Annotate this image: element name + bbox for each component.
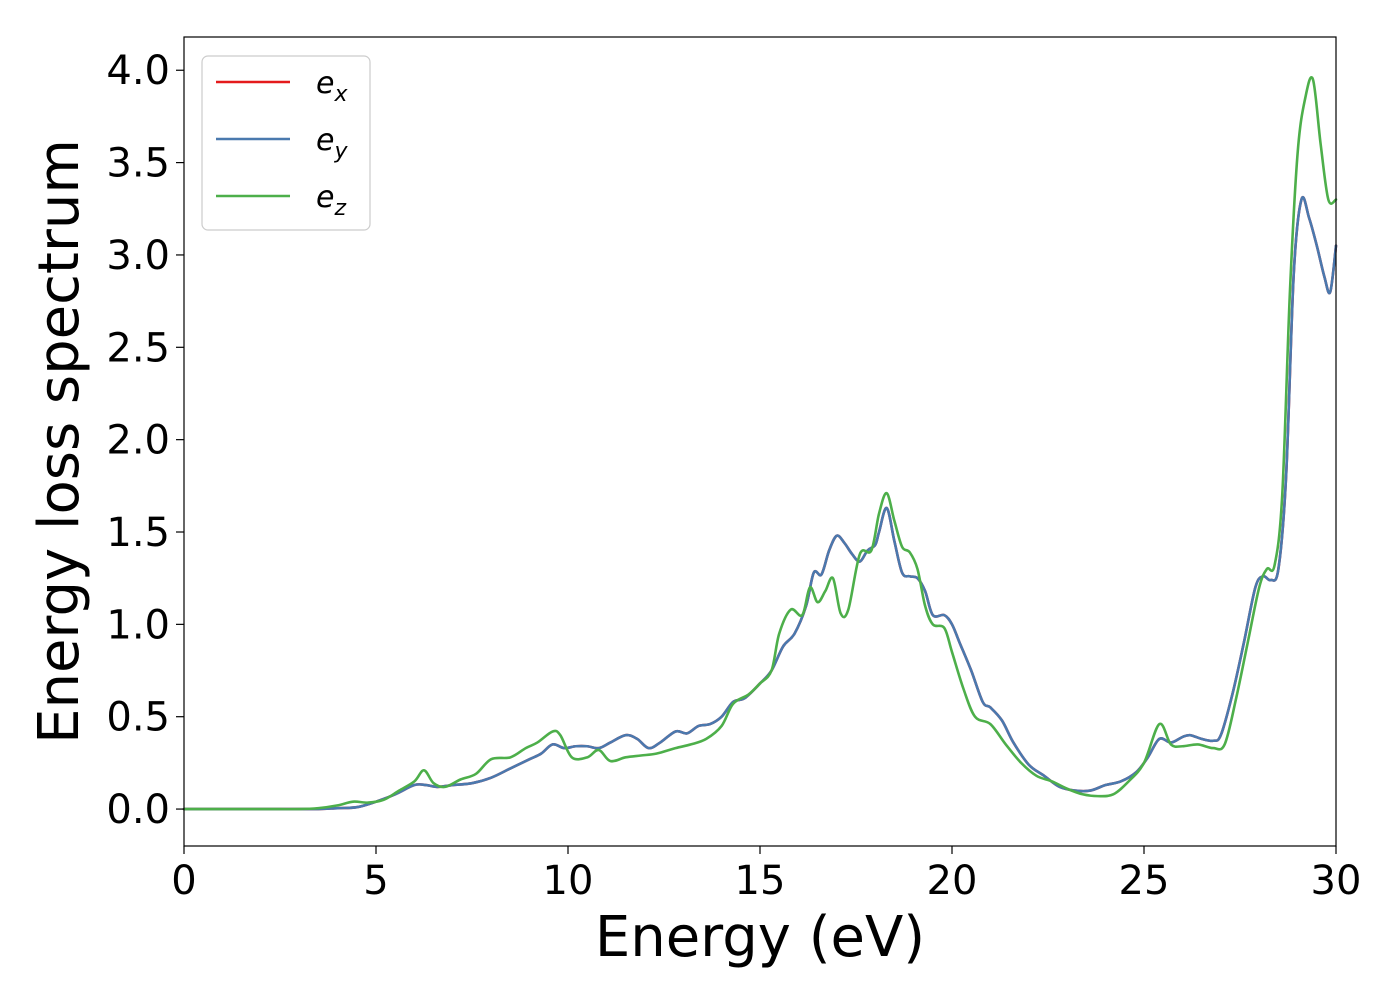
legend-label-ey: ey: [316, 123, 348, 164]
y-tick-label: 2.0: [106, 418, 170, 464]
x-axis-ticks: 0 5 10 15 20 25 30: [171, 846, 1361, 904]
series-line-ex: [182, 196, 1338, 811]
y-tick-label: 1.5: [106, 510, 170, 556]
legend-label-ex: ex: [316, 66, 348, 107]
y-tick-label: 4.0: [106, 48, 170, 94]
legend-label-base: e: [316, 180, 334, 215]
y-tick-label: 0.0: [106, 787, 170, 833]
legend-label-subscript: z: [333, 196, 346, 221]
x-tick-label: 10: [543, 858, 594, 904]
y-axis-label: Energy loss spectrum: [27, 139, 92, 744]
x-tick-label: 15: [735, 858, 786, 904]
series-lines: [182, 76, 1338, 811]
y-tick-label: 0.5: [106, 695, 170, 741]
legend-label-ez: ez: [316, 180, 346, 221]
y-tick-label: 2.5: [106, 325, 170, 371]
legend-label-base: e: [316, 123, 334, 158]
legend-label-subscript: x: [333, 82, 348, 107]
x-tick-label: 20: [927, 858, 978, 904]
x-axis-label: Energy (eV): [595, 905, 925, 970]
legend-box: [201, 55, 371, 231]
series-line-ez: [182, 76, 1338, 811]
y-tick-label: 3.5: [106, 141, 170, 187]
x-tick-label: 5: [363, 858, 388, 904]
series-line-ey: [182, 196, 1338, 811]
y-tick-label: 3.0: [106, 233, 170, 279]
x-tick-label: 30: [1311, 858, 1362, 904]
legend-label-subscript: y: [333, 139, 348, 164]
legend-label-base: e: [316, 66, 334, 101]
x-tick-label: 25: [1119, 858, 1170, 904]
x-tick-label: 0: [171, 858, 196, 904]
y-axis-ticks: 0.0 0.5 1.0 1.5 2.0 2.5 3.0 3.5 4.0: [106, 48, 184, 833]
y-tick-label: 1.0: [106, 602, 170, 648]
